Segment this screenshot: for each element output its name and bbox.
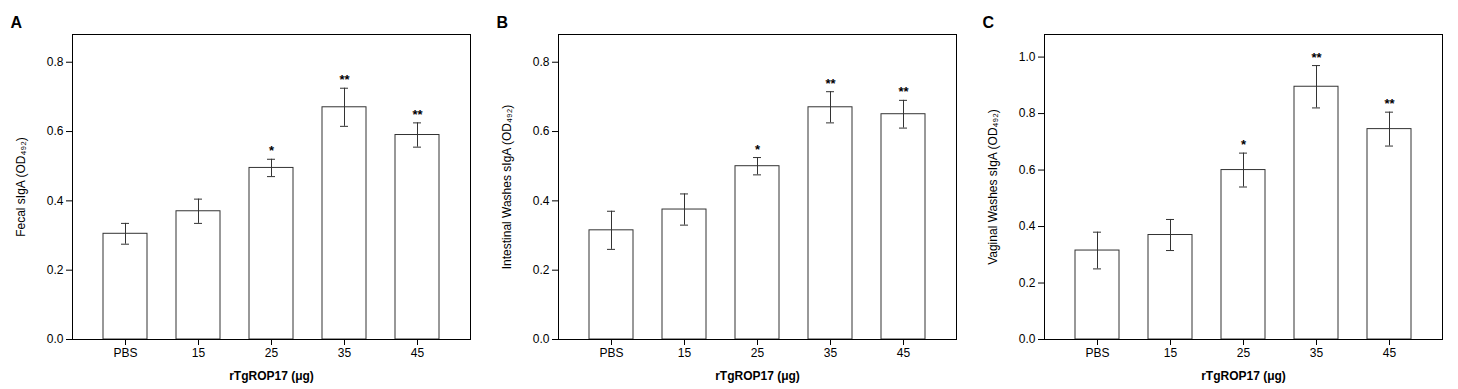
svg-text:C: C	[983, 14, 995, 31]
svg-text:45: 45	[1383, 346, 1397, 360]
svg-text:45: 45	[411, 346, 425, 360]
svg-text:0.0: 0.0	[533, 332, 550, 346]
svg-text:**: **	[1311, 50, 1322, 65]
svg-text:35: 35	[824, 346, 838, 360]
svg-text:0.0: 0.0	[47, 332, 64, 346]
svg-text:25: 25	[265, 346, 279, 360]
svg-text:0.2: 0.2	[1019, 276, 1036, 290]
svg-text:**: **	[1384, 96, 1395, 111]
svg-text:15: 15	[1164, 346, 1178, 360]
svg-text:**: **	[339, 72, 350, 87]
svg-text:0.6: 0.6	[1019, 163, 1036, 177]
svg-text:B: B	[497, 14, 509, 31]
svg-text:0.8: 0.8	[1019, 106, 1036, 120]
svg-text:0.6: 0.6	[47, 124, 64, 138]
svg-text:A: A	[11, 14, 23, 31]
svg-text:0.6: 0.6	[533, 124, 550, 138]
svg-text:35: 35	[1310, 346, 1324, 360]
svg-text:0.2: 0.2	[47, 263, 64, 277]
svg-text:PBS: PBS	[1085, 346, 1109, 360]
svg-text:*: *	[269, 143, 275, 158]
svg-text:*: *	[1241, 137, 1247, 152]
svg-text:25: 25	[1237, 346, 1251, 360]
svg-text:**: **	[898, 84, 909, 99]
svg-text:0.2: 0.2	[533, 263, 550, 277]
svg-text:**: **	[412, 107, 423, 122]
svg-text:35: 35	[338, 346, 352, 360]
svg-text:0.4: 0.4	[533, 194, 550, 208]
svg-text:1.0: 1.0	[1019, 50, 1036, 64]
svg-text:45: 45	[897, 346, 911, 360]
svg-text:**: **	[825, 76, 836, 91]
svg-text:0.0: 0.0	[1019, 332, 1036, 346]
svg-text:0.8: 0.8	[533, 55, 550, 69]
svg-text:PBS: PBS	[113, 346, 137, 360]
svg-text:15: 15	[192, 346, 206, 360]
svg-text:25: 25	[751, 346, 765, 360]
svg-text:Vaginal Washes sIgA (OD₄₉₂): Vaginal Washes sIgA (OD₄₉₂)	[986, 109, 1000, 265]
svg-text:rTgROP17 (μg): rTgROP17 (μg)	[229, 369, 314, 383]
svg-text:Fecal sIgA (OD₄₉₂): Fecal sIgA (OD₄₉₂)	[14, 137, 28, 237]
svg-text:Intestinal Washes sIgA (OD₄₉₂): Intestinal Washes sIgA (OD₄₉₂)	[500, 105, 514, 270]
svg-text:15: 15	[678, 346, 692, 360]
svg-text:*: *	[755, 142, 761, 157]
svg-text:0.4: 0.4	[47, 194, 64, 208]
svg-text:0.8: 0.8	[47, 55, 64, 69]
svg-text:PBS: PBS	[599, 346, 623, 360]
svg-text:0.4: 0.4	[1019, 219, 1036, 233]
svg-text:rTgROP17 (μg): rTgROP17 (μg)	[715, 369, 800, 383]
svg-text:rTgROP17 (μg): rTgROP17 (μg)	[1201, 369, 1286, 383]
